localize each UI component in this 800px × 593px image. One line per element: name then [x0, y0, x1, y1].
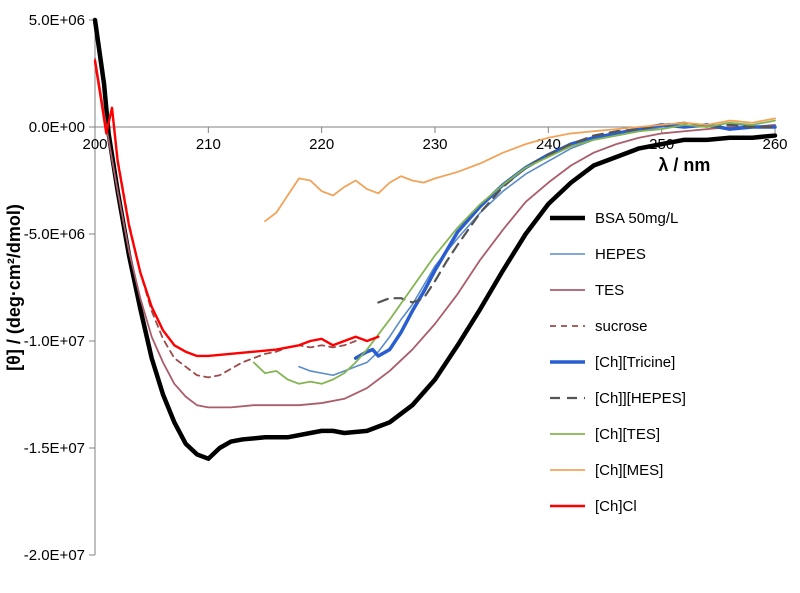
x-tick-label: 230	[422, 136, 447, 153]
chart-container: 200210220230240250260-2.0E+07-1.5E+07-1.…	[0, 0, 800, 593]
y-tick-label: 0.0E+00	[29, 119, 85, 136]
chart-svg: 200210220230240250260-2.0E+07-1.5E+07-1.…	[0, 0, 800, 593]
legend-label: BSA 50mg/L	[595, 210, 678, 227]
legend-label: [Ch][MES]	[595, 462, 663, 479]
legend-label: TES	[595, 282, 624, 299]
y-tick-label: -1.0E+07	[24, 333, 85, 350]
legend-label: HEPES	[595, 246, 646, 263]
y-tick-label: -5.0E+06	[24, 226, 85, 243]
y-tick-label: -1.5E+07	[24, 440, 85, 457]
x-tick-label: 210	[196, 136, 221, 153]
y-tick-label: -2.0E+07	[24, 547, 85, 564]
legend-label: sucrose	[595, 318, 648, 335]
legend-label: [Ch][Tricine]	[595, 354, 675, 371]
y-tick-label: 5.0E+06	[29, 12, 85, 29]
x-tick-label: 220	[309, 136, 334, 153]
x-axis-label: λ / nm	[658, 155, 710, 175]
x-tick-label: 200	[82, 136, 107, 153]
legend-label: [Ch]Cl	[595, 498, 637, 515]
y-axis-label: [θ] / (deg·cm²/dmol)	[4, 204, 24, 371]
legend-label: [Ch][TES]	[595, 426, 660, 443]
legend-label: [Ch]][HEPES]	[595, 390, 686, 407]
